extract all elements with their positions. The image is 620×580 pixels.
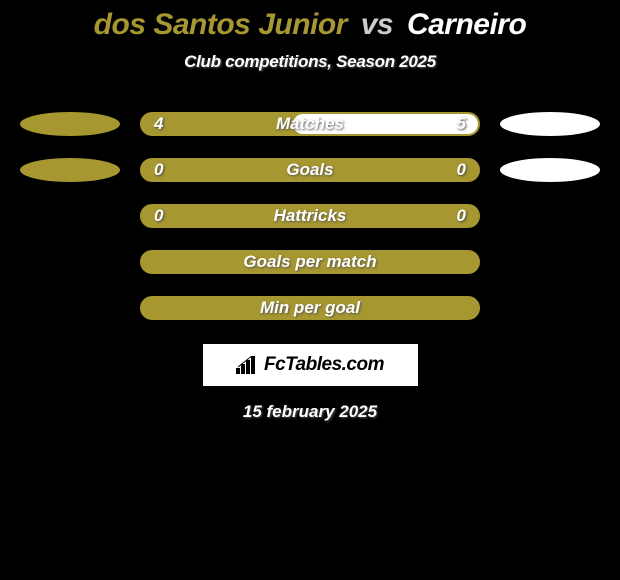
player2-marker — [500, 112, 600, 136]
stat-bar: Min per goal — [140, 296, 480, 320]
date-label: 15 february 2025 — [243, 402, 377, 422]
player1-name: dos Santos Junior — [94, 8, 347, 41]
player2-name: Carneiro — [407, 8, 526, 41]
player1-marker — [20, 112, 120, 136]
stat-row: Goals per match — [20, 250, 600, 274]
left-value: 0 — [154, 206, 163, 226]
subtitle: Club competitions, Season 2025 — [184, 52, 436, 72]
stat-label: Goals per match — [243, 252, 376, 272]
player1-marker — [20, 158, 120, 182]
left-value: 4 — [154, 114, 163, 134]
stat-row: Min per goal — [20, 296, 600, 320]
logo-box: FcTables.com — [203, 344, 418, 386]
player2-marker — [500, 158, 600, 182]
stat-label: Hattricks — [274, 206, 347, 226]
right-value: 0 — [457, 160, 466, 180]
stat-label: Min per goal — [260, 298, 360, 318]
stat-bar: 0 Hattricks 0 — [140, 204, 480, 228]
right-value: 0 — [457, 206, 466, 226]
logo-text: FcTables.com — [264, 354, 384, 376]
vs-label: vs — [361, 8, 393, 41]
chart-icon — [236, 356, 258, 374]
left-value: 0 — [154, 160, 163, 180]
right-value: 5 — [457, 114, 466, 134]
stat-row: 4 Matches 5 — [20, 112, 600, 136]
title: dos Santos Junior vs Carneiro — [94, 8, 527, 42]
stat-bar: 4 Matches 5 — [140, 112, 480, 136]
stat-row: 0 Hattricks 0 — [20, 204, 600, 228]
stat-bar: 0 Goals 0 — [140, 158, 480, 182]
stat-row: 0 Goals 0 — [20, 158, 600, 182]
container: dos Santos Junior vs Carneiro Club compe… — [0, 0, 620, 422]
stat-label: Goals — [286, 160, 333, 180]
stat-label: Matches — [276, 114, 344, 134]
stat-bar: Goals per match — [140, 250, 480, 274]
stat-rows: 4 Matches 5 0 Goals 0 0 Hattricks 0 Goals per mat… — [20, 112, 600, 342]
